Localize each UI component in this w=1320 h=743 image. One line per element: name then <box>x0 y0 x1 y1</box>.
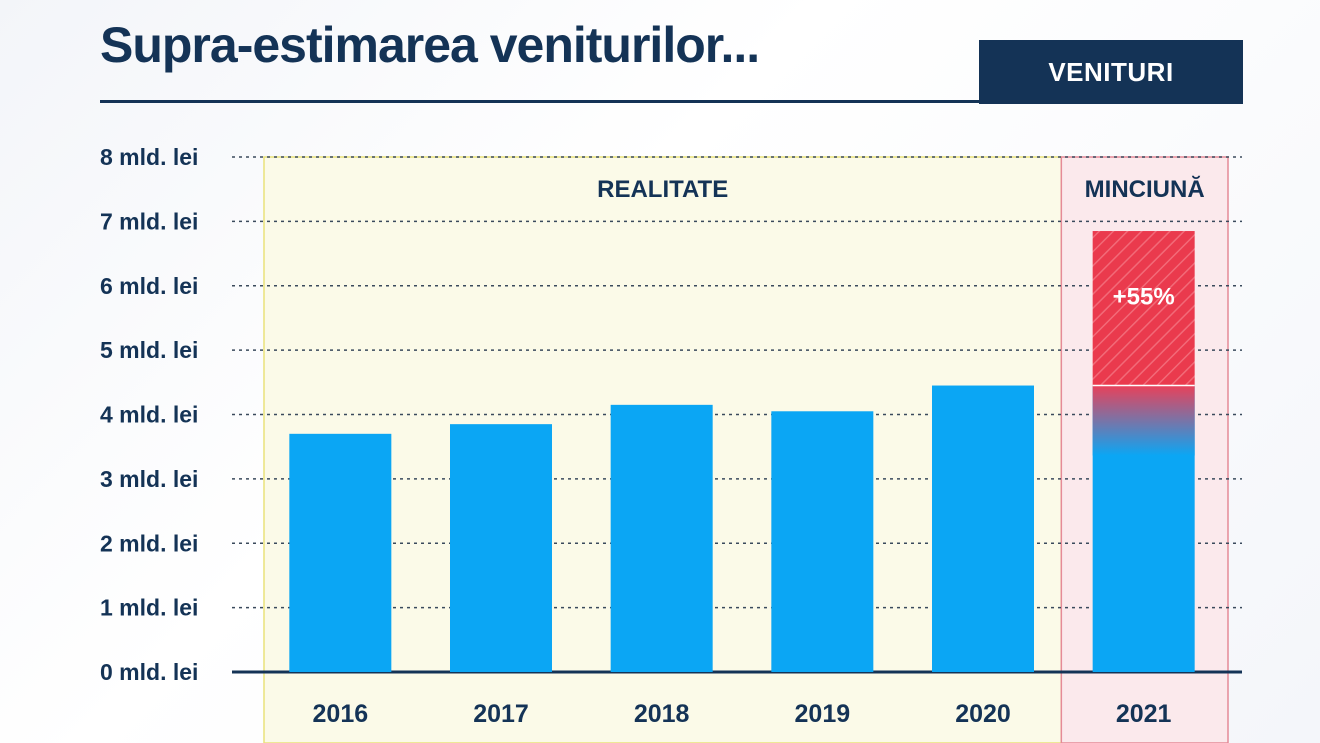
bar-2019 <box>771 411 874 672</box>
y-tick-label: 5 mld. lei <box>100 337 198 363</box>
bar-2021-overestimate <box>1092 231 1195 386</box>
x-tick-label: 2020 <box>955 700 1011 728</box>
y-tick-label: 1 mld. lei <box>100 595 198 621</box>
title-underline <box>100 100 1242 103</box>
bar-2018 <box>610 404 713 672</box>
bar-2017 <box>450 424 552 672</box>
y-tick-label: 2 mld. lei <box>100 530 198 556</box>
x-tick-label: 2017 <box>473 700 529 728</box>
y-tick-label: 3 mld. lei <box>100 466 198 492</box>
zone-label: REALITATE <box>597 176 728 203</box>
overestimate-label: +55% <box>1113 283 1175 310</box>
bar-2020 <box>932 385 1034 672</box>
x-tick-label: 2016 <box>313 700 369 728</box>
zone-label: MINCIUNĂ <box>1085 175 1205 203</box>
x-tick-label: 2018 <box>634 700 690 728</box>
x-tick-label: 2019 <box>795 700 851 728</box>
y-tick-label: 7 mld. lei <box>100 208 198 234</box>
category-badge: VENITURI <box>979 40 1243 104</box>
y-tick-label: 6 mld. lei <box>100 273 198 299</box>
y-tick-label: 0 mld. lei <box>100 659 198 685</box>
x-tick-label: 2021 <box>1116 700 1172 728</box>
chart-title: Supra-estimarea veniturilor... <box>100 17 760 73</box>
y-tick-label: 4 mld. lei <box>100 402 198 428</box>
bar-2021-blend <box>1092 385 1195 456</box>
bar-2016 <box>289 433 392 672</box>
y-tick-label: 8 mld. lei <box>100 144 198 170</box>
